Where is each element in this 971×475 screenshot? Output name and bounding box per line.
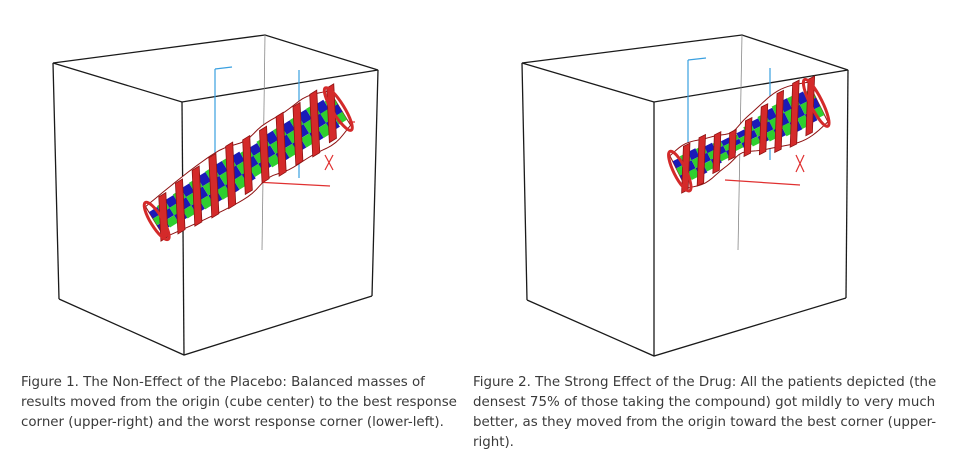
ribbon-band — [175, 178, 186, 235]
core-cell — [704, 142, 716, 154]
ribbon-end-cap — [801, 77, 831, 128]
ribbon-band — [208, 152, 220, 219]
figure-2-caption: Figure 2. The Strong Effect of the Drug:… — [473, 375, 937, 450]
core-cell — [281, 120, 296, 135]
core-cell — [736, 129, 747, 139]
axis-tick — [687, 57, 707, 61]
ribbon-band — [225, 141, 237, 210]
core-cell — [180, 183, 195, 198]
core-cell — [300, 133, 315, 148]
ribbon-end-cap — [322, 86, 354, 132]
figure-1-3d-plot — [52, 34, 379, 356]
cube-bottom-edges — [58, 295, 373, 356]
ribbon-band — [309, 89, 321, 158]
x-marker — [324, 154, 334, 171]
core-cell — [165, 215, 179, 228]
cube-edge-front-left — [521, 62, 528, 301]
floor-axis-line — [724, 179, 801, 186]
ribbon-blob — [142, 83, 354, 242]
ribbon-band — [326, 83, 337, 144]
core-cell — [164, 195, 178, 208]
ribbon-band — [789, 79, 800, 148]
core-cell — [718, 151, 730, 162]
core-cell — [216, 185, 231, 200]
core-cell — [333, 111, 348, 125]
ribbon-band — [712, 131, 722, 175]
ribbon-surface-drug — [667, 75, 831, 194]
ribbon-band — [242, 134, 253, 196]
ribbon-band — [728, 128, 737, 161]
ribbon-band — [191, 165, 203, 227]
core-cell — [250, 163, 264, 177]
cube-edge-front-right — [371, 69, 379, 297]
core-cell — [266, 153, 281, 168]
ribbon-blob — [667, 75, 831, 194]
core-cell — [230, 151, 245, 166]
floor-axis-line — [254, 181, 331, 187]
core-cell — [213, 160, 228, 176]
core-cell — [233, 174, 248, 190]
core-cell — [720, 137, 732, 147]
core-cell — [733, 143, 744, 152]
core-cell — [199, 195, 214, 210]
core-cell — [182, 205, 197, 219]
core-cell — [264, 130, 279, 145]
axis-tick — [214, 66, 233, 70]
figure-1: Figure 1. The Non-Effect of the Placebo:… — [0, 0, 470, 475]
ribbon-band — [292, 101, 304, 167]
cube-edge-front-right — [845, 69, 849, 299]
cube-edge-front-left — [52, 62, 60, 300]
ribbon-band — [259, 125, 270, 184]
x-marker — [795, 154, 805, 173]
ribbon-band — [743, 116, 753, 158]
core-cell — [317, 123, 333, 139]
figure-1-caption: Figure 1. The Non-Effect of the Placebo:… — [21, 375, 457, 430]
ribbon-band — [758, 103, 769, 156]
cube-bottom-edges — [526, 297, 847, 357]
ribbon-band — [275, 111, 287, 177]
ribbon-band — [696, 133, 706, 187]
ribbon-end-cap — [667, 149, 693, 193]
ribbon-end-cap — [142, 200, 171, 242]
core-cell — [750, 118, 762, 130]
core-cell — [749, 136, 761, 147]
core-cell — [687, 148, 700, 161]
core-cell — [148, 206, 162, 219]
ribbon-band — [774, 89, 784, 154]
core-cell — [248, 142, 262, 156]
core-cell — [703, 160, 715, 172]
core-cell — [297, 109, 312, 124]
core-cell — [765, 129, 778, 142]
figure-2-3d-plot — [521, 34, 849, 357]
core-cell — [314, 99, 329, 114]
figure-2: Figure 2. The Strong Effect of the Drug:… — [470, 0, 971, 475]
core-cell — [687, 168, 700, 181]
ribbon-surface-placebo — [142, 83, 354, 242]
